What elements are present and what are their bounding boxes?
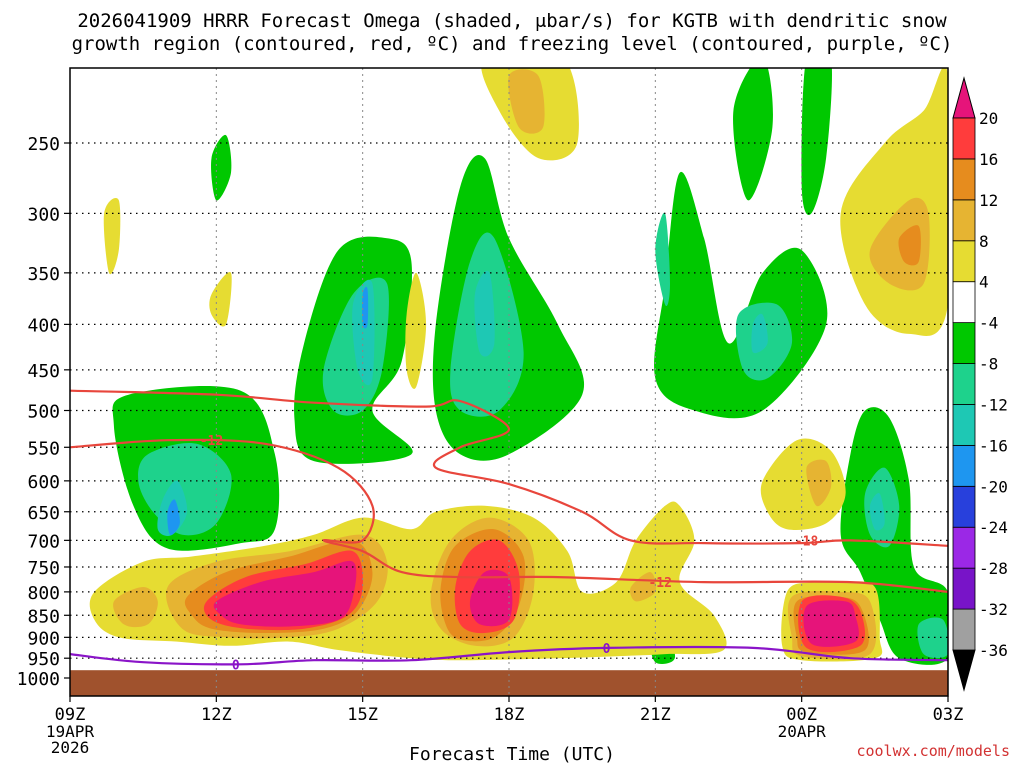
colorbar-label-m28: -28	[979, 559, 1008, 578]
omega-region-m12-4	[869, 492, 885, 531]
contour-line--18	[70, 389, 948, 547]
y-tick-label-900: 900	[27, 628, 60, 649]
omega-region-m8-3	[655, 212, 670, 307]
omega-region-p20-2	[803, 600, 859, 647]
y-tick-label-350: 350	[27, 264, 60, 285]
x-tick-sublabel-09Z-0: 19APR	[46, 722, 95, 741]
colorbar-label-p8: 8	[979, 232, 989, 251]
y-tick-label-300: 300	[27, 204, 60, 225]
colorbar-arrow-bottom	[952, 649, 976, 692]
colorbar-label-p4: 4	[979, 273, 989, 292]
contour-line-0	[70, 645, 948, 666]
omega-region-p12-2	[898, 225, 921, 266]
colorbar-label-p20: 20	[979, 109, 998, 128]
y-tick-label-250: 250	[27, 134, 60, 155]
colorbar-label-m16: -16	[979, 436, 1008, 455]
chart-title-line-2: growth region (contoured, red, ºC) and f…	[71, 33, 953, 55]
contour-line--12	[70, 438, 948, 593]
y-tick-label-850: 850	[27, 606, 60, 627]
y-tick-label-400: 400	[27, 315, 60, 336]
contour-label-2: -18	[795, 534, 819, 549]
x-tick-label-12Z: 12Z	[201, 705, 232, 725]
y-tick-label-1000: 1000	[17, 669, 60, 690]
x-tick-label-00Z: 00Z	[786, 705, 817, 725]
omega-region-p4-0	[103, 198, 121, 275]
colorbar-segment-3	[952, 526, 976, 569]
site-credit-link[interactable]: coolwx.com/models	[856, 742, 1010, 760]
colorbar-segment-2	[952, 567, 976, 610]
x-tick-label-21Z: 21Z	[640, 705, 671, 725]
colorbar-segment-12	[952, 158, 976, 201]
x-tick-label-15Z: 15Z	[347, 705, 378, 725]
y-tick-label-700: 700	[27, 531, 60, 552]
omega-region-m16-1	[362, 286, 369, 329]
omega-region-p4-5	[840, 68, 948, 336]
colorbar-segment-8	[952, 322, 976, 364]
x-tick-label-03Z: 03Z	[933, 705, 964, 725]
colorbar-label-m24: -24	[979, 518, 1008, 537]
contour-label-3: 0	[232, 658, 240, 673]
y-tick-label-500: 500	[27, 402, 60, 423]
omega-region-m12-3	[751, 313, 768, 354]
colorbar-segment-7	[952, 363, 976, 405]
y-tick-label-800: 800	[27, 583, 60, 604]
colorbar-segment-6	[952, 404, 976, 446]
colorbar-label-m4: -4	[979, 314, 998, 333]
y-tick-label-450: 450	[27, 361, 60, 382]
colorbar-label-m12: -12	[979, 395, 1008, 414]
omega-region-p8-1	[806, 459, 832, 507]
omega-region-m8-6	[917, 617, 948, 659]
colorbar-label-p12: 12	[979, 191, 998, 210]
contour-label-0: -12	[200, 434, 223, 449]
omega-region-p4-4	[760, 438, 846, 530]
colorbar-label-m8: -8	[979, 355, 998, 374]
y-tick-label-750: 750	[27, 558, 60, 579]
x-tick-label-09Z: 09Z	[55, 705, 86, 725]
colorbar-segment-10	[952, 240, 976, 283]
omega-region-m4-4	[801, 68, 832, 215]
contour-label-1: -12	[648, 576, 671, 591]
colorbar-arrow-top	[952, 76, 976, 119]
omega-region-m12-2	[474, 270, 495, 357]
omega-region-m12-1	[352, 279, 375, 386]
omega-region-p8-3	[113, 587, 158, 628]
x-tick-sublabel-00Z-0: 20APR	[778, 722, 827, 741]
colorbar-label-m20: -20	[979, 477, 1008, 496]
omega-region-m16-0	[167, 499, 180, 536]
omega-region-p4-2	[405, 272, 427, 389]
omega-region-p4-1	[209, 272, 232, 327]
colorbar-label-m36: -36	[979, 641, 1008, 660]
omega-region-p20-1	[469, 569, 513, 627]
colorbar-label-p16: 16	[979, 150, 998, 169]
omega-region-m4-7	[211, 134, 232, 201]
x-tick-sublabel-09Z-1: 2026	[51, 738, 90, 757]
colorbar-segment-4	[952, 485, 976, 528]
chart-title-line-1: 2026041909 HRRR Forecast Omega (shaded, …	[77, 10, 947, 32]
y-tick-label-600: 600	[27, 472, 60, 493]
omega-region-p8-0	[508, 69, 545, 134]
contour-label-4: 0	[603, 642, 611, 657]
omega-region-p20-0	[213, 560, 357, 627]
x-tick-label-18Z: 18Z	[494, 705, 525, 725]
colorbar-segment-13	[952, 117, 976, 160]
colorbar-segment-9	[952, 281, 976, 324]
y-tick-label-650: 650	[27, 503, 60, 524]
colorbar-label-m32: -32	[979, 600, 1008, 619]
y-tick-label-550: 550	[27, 438, 60, 459]
omega-region-m4-5	[733, 68, 773, 201]
colorbar-segment-11	[952, 199, 976, 242]
colorbar-segment-1	[952, 608, 976, 651]
colorbar-segment-5	[952, 444, 976, 487]
x-axis-label: Forecast Time (UTC)	[409, 744, 615, 765]
y-tick-label-950: 950	[27, 649, 60, 670]
